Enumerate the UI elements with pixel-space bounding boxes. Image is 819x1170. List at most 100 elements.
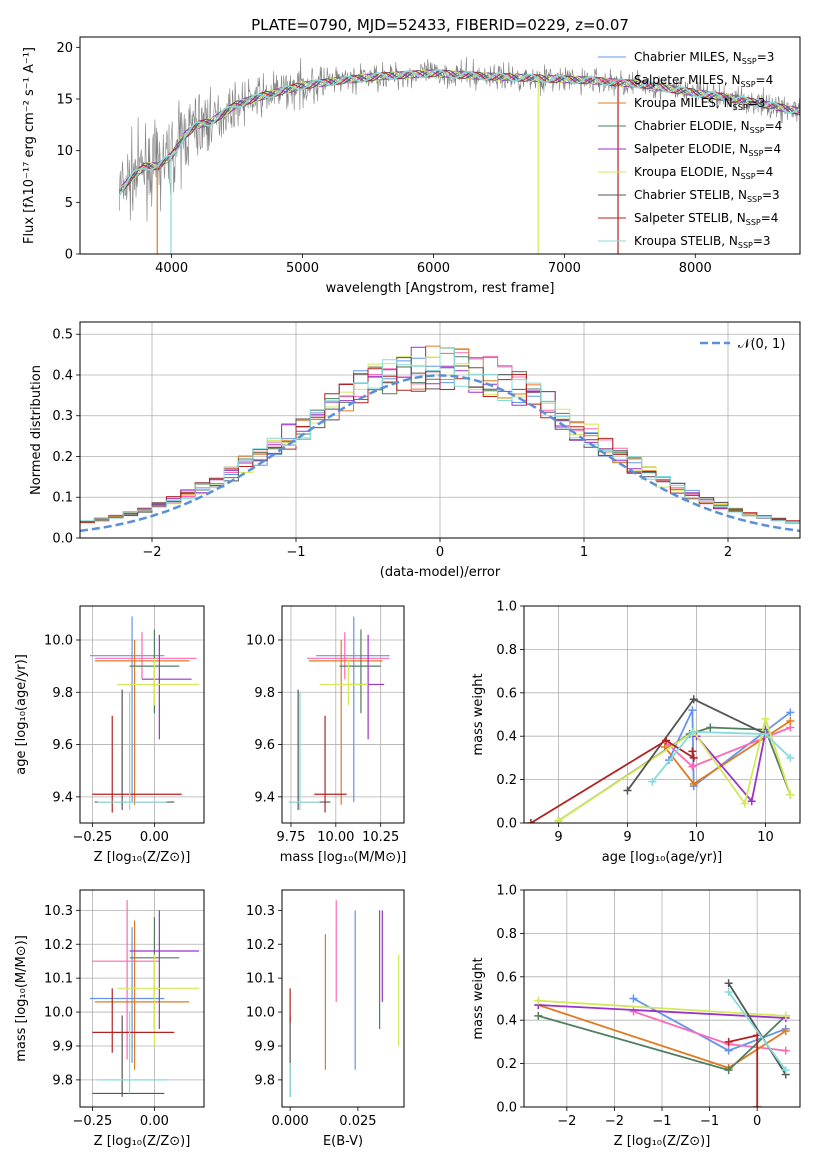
weight-marker-salpeter_miles bbox=[781, 1046, 790, 1055]
legend-label: 𝒩(0, 1) bbox=[738, 337, 785, 352]
weight-marker-kroupa_miles bbox=[689, 779, 698, 788]
data-spectrum bbox=[119, 56, 800, 222]
x-tick-label: −1 bbox=[700, 1114, 719, 1129]
weight-marker-kroupa_elodie bbox=[740, 799, 749, 808]
legend-subscript: SSP bbox=[747, 195, 762, 204]
legend-tail: =3 bbox=[748, 96, 766, 110]
legend-label: Salpeter STELIB, N bbox=[634, 211, 746, 225]
x-axis-label: Z [log₁₀(Z/Z⊙)] bbox=[94, 850, 191, 865]
weight-marker-kroupa_elodie bbox=[761, 714, 770, 723]
y-tick-label: 0.4 bbox=[496, 1014, 517, 1029]
axes-frame bbox=[281, 605, 405, 824]
model-spectrum-salpeter_elodie bbox=[118, 69, 800, 190]
legend-entry: Salpeter MILES, NSSP=4 bbox=[634, 73, 773, 89]
weight-marker-chabrier_elodie bbox=[724, 1066, 733, 1075]
y-tick-label: 0.5 bbox=[52, 328, 73, 343]
panel-residuals: −2 −1 0 1 2 0.0 0.1 0.2 0.3 0.4 0.5 (data-model)/er… bbox=[29, 321, 801, 580]
plot-area-residuals bbox=[80, 322, 800, 538]
legend-label: Chabrier MILES, N bbox=[634, 50, 742, 64]
y-tick-label: 9.4 bbox=[254, 790, 275, 805]
y-tick-label: 5 bbox=[65, 196, 73, 211]
legend-subscript: SSP bbox=[738, 241, 753, 250]
axes-frame bbox=[79, 889, 205, 1108]
x-tick-label: −2 bbox=[557, 1114, 576, 1129]
y-tick-label: 9.4 bbox=[52, 790, 73, 805]
legend-subscript: SSP bbox=[750, 126, 765, 135]
weight-marker-kroupa_stelib bbox=[786, 753, 795, 762]
model-spectrum-kroupa_stelib bbox=[118, 68, 800, 197]
weight-marker-salpeter_stelib bbox=[689, 753, 698, 762]
legend-subscript: SSP bbox=[733, 103, 748, 112]
weight-marker-salpeter_miles bbox=[629, 1007, 638, 1016]
plot-area-mass_vs_Z bbox=[80, 890, 204, 1107]
x-tick-label: 0 bbox=[753, 1114, 761, 1129]
legend-label: Salpeter ELODIE, N bbox=[634, 142, 748, 156]
legend-tail: =4 bbox=[761, 211, 779, 225]
y-tick-label: 10.0 bbox=[246, 1006, 275, 1021]
axes-frame bbox=[523, 889, 801, 1108]
x-tick-label: −2 bbox=[142, 545, 161, 560]
legend-label: Chabrier ELODIE, N bbox=[634, 119, 750, 133]
x-tick-label: 10.25 bbox=[362, 830, 399, 845]
x-tick-label: 4000 bbox=[155, 261, 188, 276]
weight-line-kroupa_stelib bbox=[727, 991, 787, 1071]
weight-marker-salpeter_miles bbox=[688, 762, 697, 771]
y-tick-label: 0.0 bbox=[496, 1101, 517, 1116]
weight-marker-chabrier_stelib bbox=[724, 979, 733, 988]
legend-entry: Kroupa ELODIE, NSSP=4 bbox=[634, 165, 773, 181]
panel-mass_vs_ebv: 0.000 0.025 9.8 9.9 10.0 10.1 10.2 10.3 E(B-V) bbox=[246, 889, 405, 1149]
y-tick-label: 0.4 bbox=[496, 730, 517, 745]
plot-area-spectrum bbox=[118, 56, 800, 254]
y-tick-label: 9.8 bbox=[52, 1073, 73, 1088]
panel-spectrum: 4000 5000 6000 7000 8000 0 5 10 15 20 wavelength [… bbox=[22, 36, 801, 296]
weight-marker-chabrier_stelib bbox=[689, 695, 698, 704]
weight-marker-kroupa_elodie bbox=[786, 790, 795, 799]
weight-marker-chabrier_miles bbox=[688, 706, 697, 715]
y-tick-label: 9.8 bbox=[254, 1073, 275, 1088]
y-tick-label: 1.0 bbox=[496, 600, 517, 615]
figure-title: PLATE=0790, MJD=52433, FIBERID=0229, z=0… bbox=[251, 16, 629, 34]
y-tick-label: 9.8 bbox=[254, 686, 275, 701]
y-tick-label: 0.2 bbox=[496, 1057, 517, 1072]
plot-area-mass_vs_ebv bbox=[289, 900, 400, 1097]
legend-tail: =4 bbox=[756, 73, 774, 87]
legend-label: Kroupa MILES, N bbox=[634, 96, 733, 110]
y-axis-label: mass [log₁₀(M/M⊙)] bbox=[14, 935, 29, 1062]
x-tick-label: 2 bbox=[724, 545, 732, 560]
weight-marker-salpeter_stelib bbox=[688, 747, 697, 756]
x-tick-label: 9 bbox=[623, 830, 631, 845]
panel-age_vs_mass: 9.75 10.00 10.25 9.4 9.6 9.8 10.0 mass [log₁₀(M… bbox=[246, 605, 407, 865]
y-tick-label: 10.1 bbox=[44, 972, 73, 987]
y-axis-label: mass weight bbox=[471, 673, 486, 755]
x-tick-label: 0 bbox=[436, 545, 444, 560]
y-tick-label: 0 bbox=[65, 248, 73, 263]
plot-area-age_vs_mass bbox=[282, 606, 404, 823]
x-axis-label: (data-model)/error bbox=[380, 565, 501, 580]
y-tick-label: 0.3 bbox=[52, 409, 73, 424]
y-tick-label: 9.9 bbox=[254, 1039, 275, 1054]
y-axis-label: age [log₁₀(age/yr)] bbox=[14, 654, 29, 775]
weight-line-salpeter_elodie bbox=[538, 1004, 786, 1019]
legend-tail: =4 bbox=[765, 119, 783, 133]
panel-mass_vs_Z: −0.25 0.00 9.8 9.9 10.0 10.1 10.2 10.3 Z [log₁₀(… bbox=[14, 889, 205, 1149]
model-spectrum-salpeter_stelib bbox=[119, 69, 800, 195]
y-axis-label: Normed distribution bbox=[29, 365, 44, 495]
weight-marker-kroupa_miles bbox=[781, 1027, 790, 1036]
y-tick-label: 0.8 bbox=[496, 927, 517, 942]
x-tick-label: 1 bbox=[580, 545, 588, 560]
plot-area-weight_vs_age bbox=[524, 606, 800, 823]
legend-entry: Chabrier ELODIE, NSSP=4 bbox=[634, 119, 782, 135]
x-axis-label: mass [log₁₀(M/M⊙)] bbox=[280, 850, 407, 865]
y-tick-label: 0.2 bbox=[496, 773, 517, 788]
y-tick-label: 0.0 bbox=[496, 817, 517, 832]
y-tick-label: 0.6 bbox=[496, 970, 517, 985]
y-tick-label: 10.0 bbox=[44, 633, 73, 648]
plot-area-age_vs_Z bbox=[80, 606, 204, 823]
x-tick-label: 6000 bbox=[417, 261, 450, 276]
weight-marker-salpeter_stelib bbox=[662, 736, 671, 745]
weight-marker-salpeter_stelib bbox=[753, 1103, 762, 1107]
axes-frame bbox=[523, 605, 801, 824]
x-tick-label: 10 bbox=[688, 830, 705, 845]
y-tick-label: 10.0 bbox=[44, 1006, 73, 1021]
